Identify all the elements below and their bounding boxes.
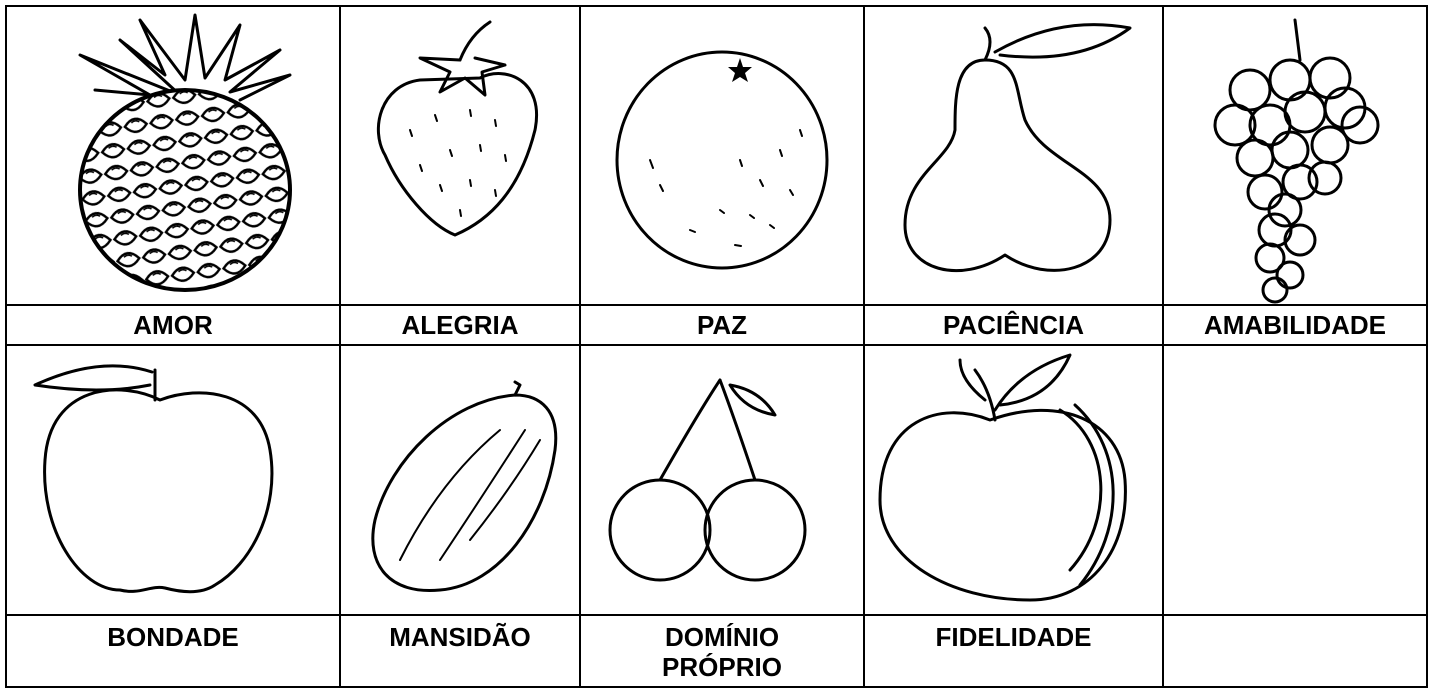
peach-drawing (878, 353, 1127, 602)
label: PACIÊNCIA (942, 310, 1085, 340)
label: ALEGRIA (401, 310, 519, 340)
label: PAZ (696, 310, 748, 340)
label: AMABILIDADE (1204, 310, 1386, 340)
papaya-drawing (371, 380, 558, 593)
apple-drawing (33, 364, 274, 594)
orange-drawing (615, 50, 829, 270)
label: DOMÍNIO PRÓPRIO (662, 622, 782, 682)
label: AMOR (133, 310, 213, 340)
label: BONDADE (107, 622, 239, 652)
label: MANSIDÃO (389, 622, 531, 652)
strawberry-drawing (376, 20, 538, 237)
pear-drawing (903, 23, 1132, 272)
label: FIDELIDADE (935, 622, 1092, 652)
pineapple-drawing (78, 13, 292, 292)
cherries-drawing (608, 378, 807, 582)
grapes-drawing (1213, 18, 1380, 304)
table-grid (5, 5, 1428, 688)
